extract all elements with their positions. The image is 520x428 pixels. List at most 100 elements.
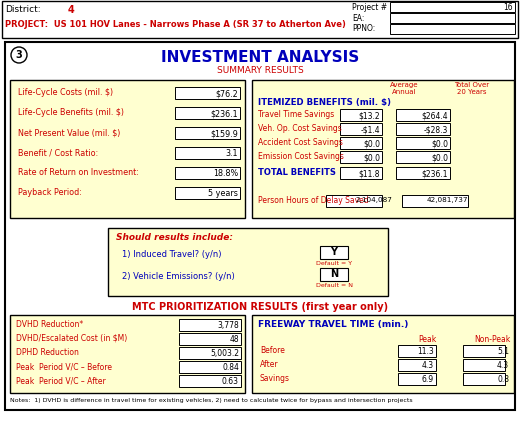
- Bar: [179, 347, 241, 359]
- Text: PPNO:: PPNO:: [352, 24, 375, 33]
- Text: 5.1: 5.1: [497, 347, 509, 356]
- Bar: [179, 361, 241, 373]
- Bar: [398, 373, 436, 385]
- Bar: [10, 315, 245, 393]
- Bar: [340, 123, 382, 135]
- Text: $11.8: $11.8: [358, 169, 380, 178]
- Text: 2) Vehicle Emissions? (y/n): 2) Vehicle Emissions? (y/n): [122, 272, 235, 281]
- Bar: [175, 147, 240, 159]
- Bar: [396, 151, 450, 163]
- Text: 3: 3: [16, 50, 22, 60]
- Text: 5 years: 5 years: [208, 189, 238, 198]
- Text: 48: 48: [229, 335, 239, 344]
- Bar: [175, 167, 240, 179]
- Text: Before: Before: [260, 346, 285, 355]
- Bar: [179, 333, 241, 345]
- Text: $236.1: $236.1: [422, 169, 448, 178]
- Bar: [463, 345, 505, 357]
- Bar: [175, 127, 240, 139]
- Text: $0.0: $0.0: [431, 153, 448, 162]
- Bar: [175, 87, 240, 99]
- Bar: [252, 80, 514, 218]
- Text: 2,104,087: 2,104,087: [355, 197, 392, 203]
- Text: Peak  Period V/C – Before: Peak Period V/C – Before: [16, 362, 112, 371]
- Text: Total Over: Total Over: [454, 82, 489, 88]
- Bar: [5, 42, 515, 410]
- Bar: [326, 195, 382, 207]
- Text: Annual: Annual: [392, 89, 416, 95]
- Text: Life-Cycle Costs (mil. $): Life-Cycle Costs (mil. $): [18, 88, 113, 97]
- Text: PROJECT:  US 101 HOV Lanes - Narrows Phase A (SR 37 to Atherton Ave): PROJECT: US 101 HOV Lanes - Narrows Phas…: [5, 20, 346, 29]
- Text: 0.63: 0.63: [222, 377, 239, 386]
- Text: 0.84: 0.84: [222, 363, 239, 372]
- Text: Non-Peak: Non-Peak: [474, 335, 510, 344]
- Text: 3,778: 3,778: [217, 321, 239, 330]
- Bar: [340, 167, 382, 179]
- Bar: [179, 375, 241, 387]
- Text: 6.9: 6.9: [422, 375, 434, 384]
- Bar: [2, 1, 518, 38]
- Text: Project #: Project #: [352, 3, 387, 12]
- Text: $0.0: $0.0: [363, 139, 380, 148]
- Bar: [340, 137, 382, 149]
- Bar: [340, 109, 382, 121]
- Text: Notes:  1) DVHD is difference in travel time for existing vehicles, 2) need to c: Notes: 1) DVHD is difference in travel t…: [10, 398, 413, 403]
- Text: $236.1: $236.1: [211, 109, 238, 118]
- Text: 16: 16: [503, 3, 513, 12]
- Text: Veh. Op. Cost Savings: Veh. Op. Cost Savings: [258, 124, 342, 133]
- Text: Travel Time Savings: Travel Time Savings: [258, 110, 334, 119]
- Text: Savings: Savings: [260, 374, 290, 383]
- Text: Net Present Value (mil. $): Net Present Value (mil. $): [18, 128, 120, 137]
- Text: Benefit / Cost Ratio:: Benefit / Cost Ratio:: [18, 148, 98, 157]
- Bar: [396, 137, 450, 149]
- Text: Default = N: Default = N: [316, 283, 353, 288]
- Bar: [108, 228, 388, 296]
- Text: MTC PRIORITIZATION RESULTS (first year only): MTC PRIORITIZATION RESULTS (first year o…: [132, 302, 388, 312]
- Text: District:: District:: [5, 5, 41, 14]
- Text: 5,003.2: 5,003.2: [210, 349, 239, 358]
- Text: Emission Cost Savings: Emission Cost Savings: [258, 152, 344, 161]
- Text: Payback Period:: Payback Period:: [18, 188, 82, 197]
- Text: 42,081,737: 42,081,737: [426, 197, 468, 203]
- Text: ITEMIZED BENEFITS (mil. $): ITEMIZED BENEFITS (mil. $): [258, 98, 391, 107]
- Text: 3.1: 3.1: [226, 149, 238, 158]
- Bar: [396, 123, 450, 135]
- Text: 18.8%: 18.8%: [213, 169, 238, 178]
- Text: 11.3: 11.3: [417, 347, 434, 356]
- Bar: [390, 24, 515, 34]
- Text: Person Hours of Delay Saved: Person Hours of Delay Saved: [258, 196, 369, 205]
- Text: Average: Average: [390, 82, 418, 88]
- Bar: [463, 359, 505, 371]
- Text: EA:: EA:: [352, 14, 365, 23]
- Text: SUMMARY RESULTS: SUMMARY RESULTS: [217, 66, 303, 75]
- Bar: [398, 345, 436, 357]
- Text: -$28.3: -$28.3: [424, 125, 448, 134]
- Text: Y: Y: [331, 247, 337, 257]
- Text: 4.3: 4.3: [422, 361, 434, 370]
- Text: $264.4: $264.4: [421, 111, 448, 120]
- Text: -$1.4: -$1.4: [360, 125, 380, 134]
- Text: Life-Cycle Benefits (mil. $): Life-Cycle Benefits (mil. $): [18, 108, 124, 117]
- Bar: [396, 167, 450, 179]
- Bar: [463, 373, 505, 385]
- Text: DVHD/Escalated Cost (in $M): DVHD/Escalated Cost (in $M): [16, 334, 127, 343]
- Text: $159.9: $159.9: [210, 129, 238, 138]
- Text: 0.8: 0.8: [497, 375, 509, 384]
- Bar: [252, 315, 514, 393]
- Text: $13.2: $13.2: [358, 111, 380, 120]
- Text: 1) Induced Travel? (y/n): 1) Induced Travel? (y/n): [122, 250, 222, 259]
- Bar: [175, 187, 240, 199]
- Bar: [320, 246, 348, 259]
- Bar: [175, 107, 240, 119]
- Text: After: After: [260, 360, 279, 369]
- Text: FREEWAY TRAVEL TIME (min.): FREEWAY TRAVEL TIME (min.): [258, 320, 408, 329]
- Circle shape: [11, 47, 27, 63]
- Bar: [390, 2, 515, 12]
- Text: 4: 4: [68, 5, 75, 15]
- Bar: [340, 151, 382, 163]
- Text: Peak: Peak: [418, 335, 436, 344]
- Text: 4.3: 4.3: [497, 361, 509, 370]
- Bar: [320, 268, 348, 281]
- Text: Default = Y: Default = Y: [316, 261, 352, 266]
- Bar: [179, 319, 241, 331]
